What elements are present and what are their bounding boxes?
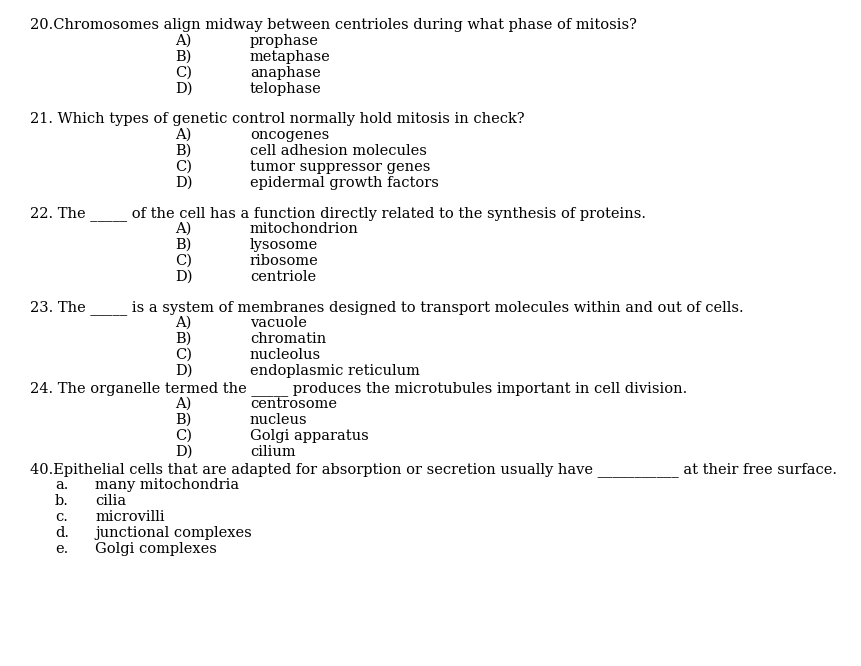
Text: D): D) [175,270,192,284]
Text: C): C) [175,348,192,362]
Text: D): D) [175,364,192,378]
Text: cilium: cilium [250,445,295,459]
Text: centrosome: centrosome [250,397,337,411]
Text: cilia: cilia [95,494,126,508]
Text: epidermal growth factors: epidermal growth factors [250,176,438,190]
Text: 24. The organelle termed the _____ produces the microtubules important in cell d: 24. The organelle termed the _____ produ… [30,381,686,396]
Text: Golgi complexes: Golgi complexes [95,542,217,556]
Text: 22. The _____ of the cell has a function directly related to the synthesis of pr: 22. The _____ of the cell has a function… [30,206,645,221]
Text: prophase: prophase [250,34,319,48]
Text: cell adhesion molecules: cell adhesion molecules [250,144,426,158]
Text: A): A) [175,316,191,330]
Text: C): C) [175,254,192,268]
Text: endoplasmic reticulum: endoplasmic reticulum [250,364,419,378]
Text: microvilli: microvilli [95,510,164,524]
Text: mitochondrion: mitochondrion [250,222,358,236]
Text: D): D) [175,82,192,96]
Text: centriole: centriole [250,270,316,284]
Text: D): D) [175,176,192,190]
Text: C): C) [175,66,192,80]
Text: vacuole: vacuole [250,316,307,330]
Text: nucleus: nucleus [250,413,307,427]
Text: a.: a. [55,478,68,492]
Text: b.: b. [55,494,69,508]
Text: B): B) [175,332,191,346]
Text: 23. The _____ is a system of membranes designed to transport molecules within an: 23. The _____ is a system of membranes d… [30,300,743,315]
Text: tumor suppressor genes: tumor suppressor genes [250,160,430,174]
Text: D): D) [175,445,192,459]
Text: B): B) [175,238,191,252]
Text: 20.Chromosomes align midway between centrioles during what phase of mitosis?: 20.Chromosomes align midway between cent… [30,18,636,32]
Text: anaphase: anaphase [250,66,320,80]
Text: nucleolus: nucleolus [250,348,321,362]
Text: C): C) [175,429,192,443]
Text: B): B) [175,144,191,158]
Text: A): A) [175,222,191,236]
Text: d.: d. [55,526,69,540]
Text: 40.Epithelial cells that are adapted for absorption or secretion usually have __: 40.Epithelial cells that are adapted for… [30,462,836,477]
Text: C): C) [175,160,192,174]
Text: metaphase: metaphase [250,50,331,64]
Text: c.: c. [55,510,68,524]
Text: A): A) [175,34,191,48]
Text: lysosome: lysosome [250,238,318,252]
Text: oncogenes: oncogenes [250,128,329,142]
Text: chromatin: chromatin [250,332,325,346]
Text: A): A) [175,397,191,411]
Text: B): B) [175,413,191,427]
Text: B): B) [175,50,191,64]
Text: Golgi apparatus: Golgi apparatus [250,429,369,443]
Text: telophase: telophase [250,82,321,96]
Text: ribosome: ribosome [250,254,319,268]
Text: A): A) [175,128,191,142]
Text: junctional complexes: junctional complexes [95,526,251,540]
Text: many mitochondria: many mitochondria [95,478,238,492]
Text: 21. Which types of genetic control normally hold mitosis in check?: 21. Which types of genetic control norma… [30,112,524,126]
Text: e.: e. [55,542,68,556]
